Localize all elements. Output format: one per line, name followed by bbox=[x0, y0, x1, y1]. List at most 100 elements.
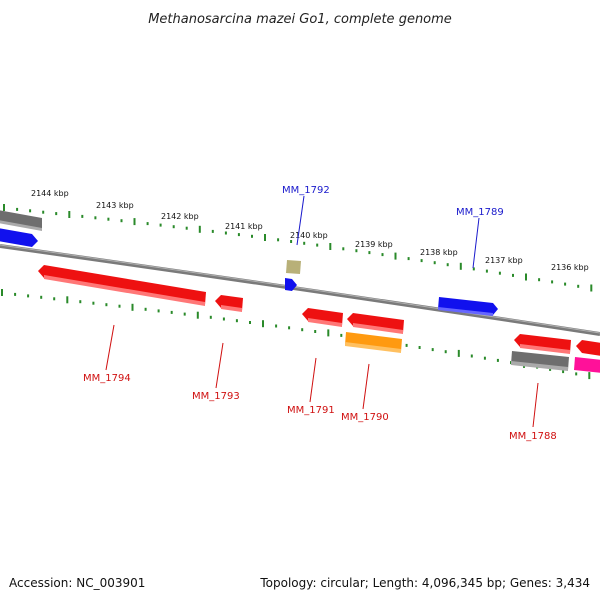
minor-tick bbox=[170, 310, 173, 314]
minor-tick bbox=[16, 207, 19, 211]
minor-tick bbox=[277, 238, 280, 242]
minor-tick bbox=[53, 297, 56, 301]
minor-tick bbox=[496, 358, 499, 362]
gene-mm1792-blue[interactable] bbox=[285, 278, 297, 291]
major-tick bbox=[588, 372, 591, 380]
minor-tick bbox=[40, 295, 43, 299]
minor-tick bbox=[407, 257, 410, 261]
minor-tick bbox=[431, 348, 434, 352]
minor-tick bbox=[355, 249, 358, 253]
kbp-label: 2139 kbp bbox=[355, 240, 393, 249]
gene-red-right-edge[interactable] bbox=[576, 340, 600, 356]
kbp-label: 2137 kbp bbox=[485, 256, 523, 265]
kbp-labels: 2144 kbp 2143 kbp 2142 kbp 2141 kbp 2140… bbox=[31, 189, 589, 272]
kbp-label: 2142 kbp bbox=[161, 212, 199, 221]
minor-tick bbox=[118, 304, 121, 308]
minor-tick bbox=[235, 319, 238, 323]
gene-mm1791-shade bbox=[308, 318, 342, 327]
minor-tick bbox=[224, 231, 227, 235]
minor-tick bbox=[183, 312, 186, 316]
minor-tick bbox=[107, 217, 110, 221]
minor-tick bbox=[81, 214, 84, 218]
gene-labels: MM_1792 MM_1789 MM_1794 MM_1793 MM_1791 … bbox=[83, 185, 557, 442]
kbp-label: 2138 kbp bbox=[420, 248, 458, 257]
kbp-label: 2136 kbp bbox=[551, 263, 589, 272]
gene-mm1788-grey-shade bbox=[511, 361, 568, 371]
kbp-label: 2140 kbp bbox=[290, 231, 328, 240]
minor-tick bbox=[340, 333, 343, 337]
major-tick bbox=[1, 289, 3, 296]
gene-mm1790-orange-shade bbox=[345, 342, 401, 353]
gene-mm1790-red[interactable] bbox=[347, 313, 404, 333]
minor-tick bbox=[444, 350, 447, 354]
gene-mm1788-red[interactable] bbox=[514, 334, 571, 353]
label-leaders bbox=[105, 195, 539, 428]
minor-tick bbox=[472, 267, 475, 271]
major-tick bbox=[196, 311, 199, 319]
minor-tick bbox=[498, 271, 501, 275]
minor-tick bbox=[79, 300, 82, 304]
gene-magenta-right-edge[interactable] bbox=[574, 357, 600, 373]
minor-tick bbox=[144, 307, 147, 311]
minor-tick bbox=[551, 280, 554, 284]
minor-tick bbox=[446, 263, 449, 267]
lower-ruler bbox=[1, 289, 591, 380]
gene-mm1789-shade bbox=[438, 307, 493, 316]
minor-tick bbox=[92, 301, 95, 305]
genome-summary-text: Topology: circular; Length: 4,096,345 bp… bbox=[260, 576, 590, 590]
minor-tick bbox=[55, 212, 58, 216]
gene-mm1793-shade bbox=[221, 305, 242, 312]
minor-tick bbox=[105, 303, 108, 307]
gene-label-mm1788[interactable]: MM_1788 bbox=[509, 431, 557, 442]
kbp-label: 2141 kbp bbox=[225, 222, 263, 231]
gene-label-mm1794[interactable]: MM_1794 bbox=[83, 373, 131, 384]
major-tick bbox=[198, 225, 201, 233]
major-tick bbox=[68, 211, 71, 218]
minor-tick bbox=[157, 309, 160, 313]
kbp-label: 2144 kbp bbox=[31, 189, 69, 198]
map-title: Methanosarcina mazei Go1, complete genom… bbox=[148, 12, 452, 27]
minor-tick bbox=[342, 247, 345, 251]
major-tick bbox=[329, 243, 332, 250]
gene-label-mm1791[interactable]: MM_1791 bbox=[287, 405, 335, 416]
minor-tick bbox=[470, 354, 473, 358]
major-tick bbox=[457, 349, 460, 357]
minor-tick bbox=[562, 370, 565, 374]
minor-tick bbox=[418, 346, 421, 349]
gene-label-mm1790[interactable]: MM_1790 bbox=[341, 412, 389, 423]
gene-mm1788-red-shade bbox=[520, 344, 570, 354]
major-tick bbox=[133, 218, 136, 226]
minor-tick bbox=[549, 367, 552, 371]
major-tick bbox=[590, 284, 593, 292]
gene-grey-left[interactable] bbox=[0, 210, 42, 230]
minor-tick bbox=[251, 234, 253, 238]
minor-tick bbox=[275, 324, 278, 328]
kbp-label: 2143 kbp bbox=[96, 201, 134, 210]
minor-tick bbox=[288, 326, 291, 330]
gene-label-mm1792[interactable]: MM_1792 bbox=[282, 185, 330, 196]
minor-tick bbox=[159, 223, 162, 227]
minor-tick bbox=[575, 372, 578, 376]
gene-mm1794-shade bbox=[44, 275, 205, 306]
gene-blue-left[interactable] bbox=[0, 228, 38, 247]
gene-mm1794[interactable] bbox=[38, 265, 206, 305]
gene-mm1790-orange[interactable] bbox=[345, 332, 402, 352]
reverse-genes bbox=[38, 265, 600, 373]
minor-tick bbox=[14, 292, 17, 296]
minor-tick bbox=[27, 294, 30, 298]
minor-tick bbox=[420, 259, 423, 263]
gene-grey-left-shade bbox=[0, 220, 42, 231]
minor-tick bbox=[314, 330, 317, 333]
minor-tick bbox=[185, 226, 188, 230]
genome-backbone bbox=[0, 244, 600, 336]
minor-tick bbox=[512, 273, 514, 277]
minor-tick bbox=[564, 282, 567, 286]
minor-tick bbox=[249, 321, 251, 324]
gene-mm1792-khaki[interactable] bbox=[286, 260, 301, 274]
accession-text: Accession: NC_003901 bbox=[9, 576, 146, 590]
minor-tick bbox=[368, 251, 371, 255]
minor-tick bbox=[290, 240, 293, 243]
gene-label-mm1789[interactable]: MM_1789 bbox=[456, 207, 504, 218]
gene-label-mm1793[interactable]: MM_1793 bbox=[192, 391, 240, 402]
